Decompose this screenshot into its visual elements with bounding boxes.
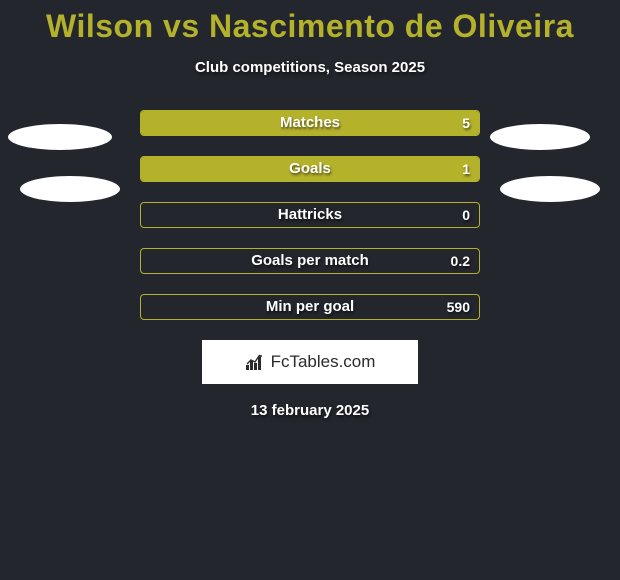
logo: FcTables.com [245, 352, 376, 372]
bar-track [140, 156, 480, 182]
logo-box: FcTables.com [202, 340, 418, 384]
stat-row: Hattricks0 [0, 202, 620, 228]
bar-track [140, 202, 480, 228]
decorative-ellipse [8, 124, 112, 150]
bar-track [140, 248, 480, 274]
decorative-ellipse [500, 176, 600, 202]
bar-fill [141, 157, 479, 181]
bar-track [140, 294, 480, 320]
logo-text: FcTables.com [271, 352, 376, 372]
page-subtitle: Club competitions, Season 2025 [0, 59, 620, 76]
bar-track [140, 110, 480, 136]
page-title: Wilson vs Nascimento de Oliveira [0, 0, 620, 45]
chart-bars-icon [245, 353, 267, 371]
bar-fill [141, 111, 479, 135]
date-label: 13 february 2025 [0, 402, 620, 419]
decorative-ellipse [490, 124, 590, 150]
stat-row: Goals per match0.2 [0, 248, 620, 274]
stat-row: Min per goal590 [0, 294, 620, 320]
decorative-ellipse [20, 176, 120, 202]
